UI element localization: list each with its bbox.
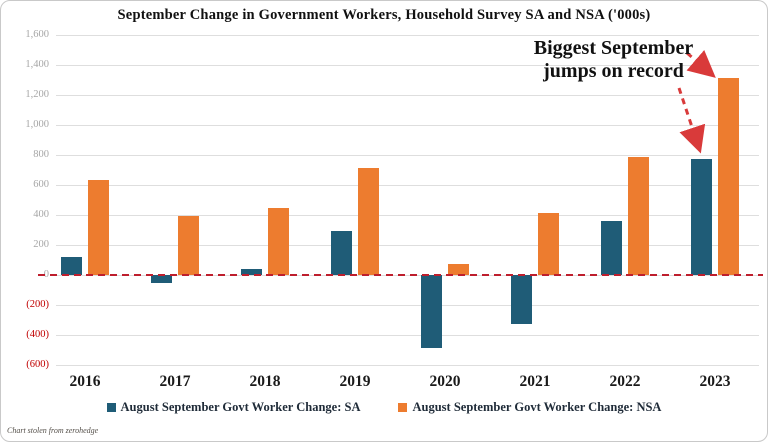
y-axis-tick-label: 600 — [33, 178, 49, 190]
bar-sa-2019 — [331, 230, 352, 275]
legend-item-nsa: August September Govt Worker Change: NSA — [398, 400, 661, 415]
bar-nsa-2019 — [358, 167, 379, 275]
bar-nsa-2022 — [628, 157, 649, 275]
y-axis-tick-label: (200) — [26, 298, 49, 310]
bar-nsa-2017 — [178, 216, 199, 275]
x-axis-label-2018: 2018 — [249, 373, 281, 390]
gridline-1600 — [56, 35, 759, 36]
gridline--600 — [56, 364, 759, 366]
gridline-1200 — [56, 94, 759, 96]
gridline-1000 — [56, 124, 759, 126]
y-axis-tick-label: 1,400 — [25, 59, 49, 70]
sa-series-swatch-icon — [106, 403, 116, 412]
bar-sa-2023 — [691, 158, 712, 275]
x-axis-label-2021: 2021 — [519, 373, 551, 390]
legend-label-nsa: August September Govt Worker Change: NSA — [412, 400, 662, 414]
y-axis-tick-label: 1,200 — [25, 88, 49, 100]
bar-sa-2022 — [601, 220, 622, 275]
bar-sa-2016 — [61, 256, 82, 275]
bar-nsa-2016 — [88, 179, 109, 275]
source-credit: Chart stolen from zerohedge — [7, 426, 99, 435]
bar-sa-2018 — [241, 268, 262, 275]
gridline-1400 — [56, 65, 759, 66]
annotation-callout: Biggest September jumps on record — [461, 37, 766, 84]
x-axis-label-2020: 2020 — [429, 373, 461, 390]
chart-legend: August September Govt Worker Change: SA … — [1, 400, 767, 415]
gridline-600 — [56, 184, 759, 186]
legend-item-sa: August September Govt Worker Change: SA — [106, 400, 361, 415]
x-axis-label-2022: 2022 — [609, 373, 641, 390]
bar-sa-2017 — [151, 274, 172, 283]
annotation-line-2: jumps on record — [543, 60, 684, 83]
annotation-line-1: Biggest September — [533, 37, 694, 59]
gridline--200 — [56, 304, 759, 306]
bar-nsa-2020 — [448, 264, 469, 275]
bar-nsa-2018 — [268, 208, 289, 275]
y-axis-tick-label: (600) — [26, 358, 49, 370]
y-axis-tick-label: 1,000 — [25, 118, 49, 130]
gridline-800 — [56, 154, 759, 156]
nsa-series-swatch-icon — [398, 403, 408, 412]
y-axis-tick-label: 400 — [33, 208, 49, 220]
gridline-400 — [56, 214, 759, 216]
bar-nsa-2021 — [538, 212, 559, 275]
bar-sa-2020 — [421, 274, 442, 348]
x-axis-label-2017: 2017 — [159, 373, 191, 390]
y-axis-tick-label: 1,600 — [25, 29, 49, 40]
y-axis-tick-label: 200 — [33, 238, 49, 250]
zero-baseline — [38, 273, 763, 276]
gridline--400 — [56, 334, 759, 336]
gridline-200 — [56, 244, 759, 246]
y-axis-tick-label: 800 — [33, 148, 49, 160]
x-axis-label-2016: 2016 — [69, 373, 101, 390]
chart-title: September Change in Government Workers, … — [117, 7, 651, 23]
y-axis-tick-label: (400) — [26, 328, 49, 340]
x-axis-label-2019: 2019 — [339, 373, 371, 390]
x-axis-label-2023: 2023 — [699, 373, 731, 390]
bar-sa-2021 — [511, 274, 532, 324]
legend-label-sa: August September Govt Worker Change: SA — [120, 400, 361, 414]
bar-nsa-2023 — [718, 78, 739, 275]
